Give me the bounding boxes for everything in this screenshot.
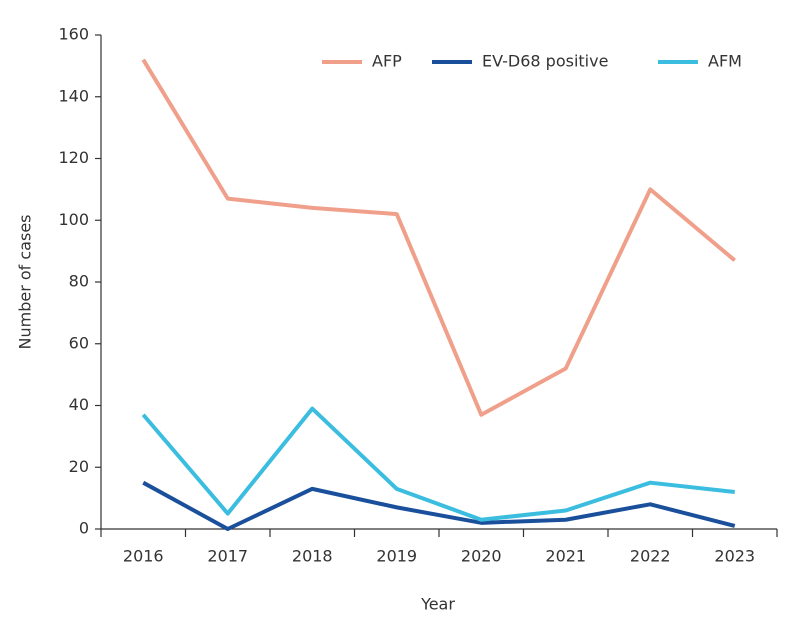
y-tick-label: 80 bbox=[69, 272, 89, 291]
x-axis-label: Year bbox=[420, 595, 455, 614]
series-line bbox=[141, 406, 735, 522]
series-line bbox=[142, 480, 736, 531]
y-tick-label: 40 bbox=[69, 395, 89, 414]
series-line bbox=[141, 58, 737, 417]
y-tick-label: 60 bbox=[69, 333, 89, 352]
legend-label: EV-D68 positive bbox=[482, 52, 608, 71]
x-tick-label: 2018 bbox=[292, 547, 333, 566]
x-tick-label: 2022 bbox=[630, 547, 671, 566]
legend-label: AFP bbox=[372, 52, 402, 71]
legend-label: AFM bbox=[708, 52, 742, 71]
x-tick-label: 2023 bbox=[714, 547, 755, 566]
y-tick-label: 120 bbox=[58, 148, 89, 167]
x-tick-label: 2021 bbox=[545, 547, 586, 566]
y-axis-label: Number of cases bbox=[16, 215, 35, 350]
x-tick-label: 2016 bbox=[123, 547, 164, 566]
x-tick-label: 2020 bbox=[461, 547, 502, 566]
y-tick-label: 100 bbox=[58, 210, 89, 229]
y-tick-label: 140 bbox=[58, 86, 89, 105]
y-tick-label: 0 bbox=[79, 519, 89, 538]
y-tick-label: 160 bbox=[58, 25, 89, 44]
x-tick-label: 2019 bbox=[376, 547, 417, 566]
x-tick-label: 2017 bbox=[207, 547, 248, 566]
y-tick-label: 20 bbox=[69, 457, 89, 476]
